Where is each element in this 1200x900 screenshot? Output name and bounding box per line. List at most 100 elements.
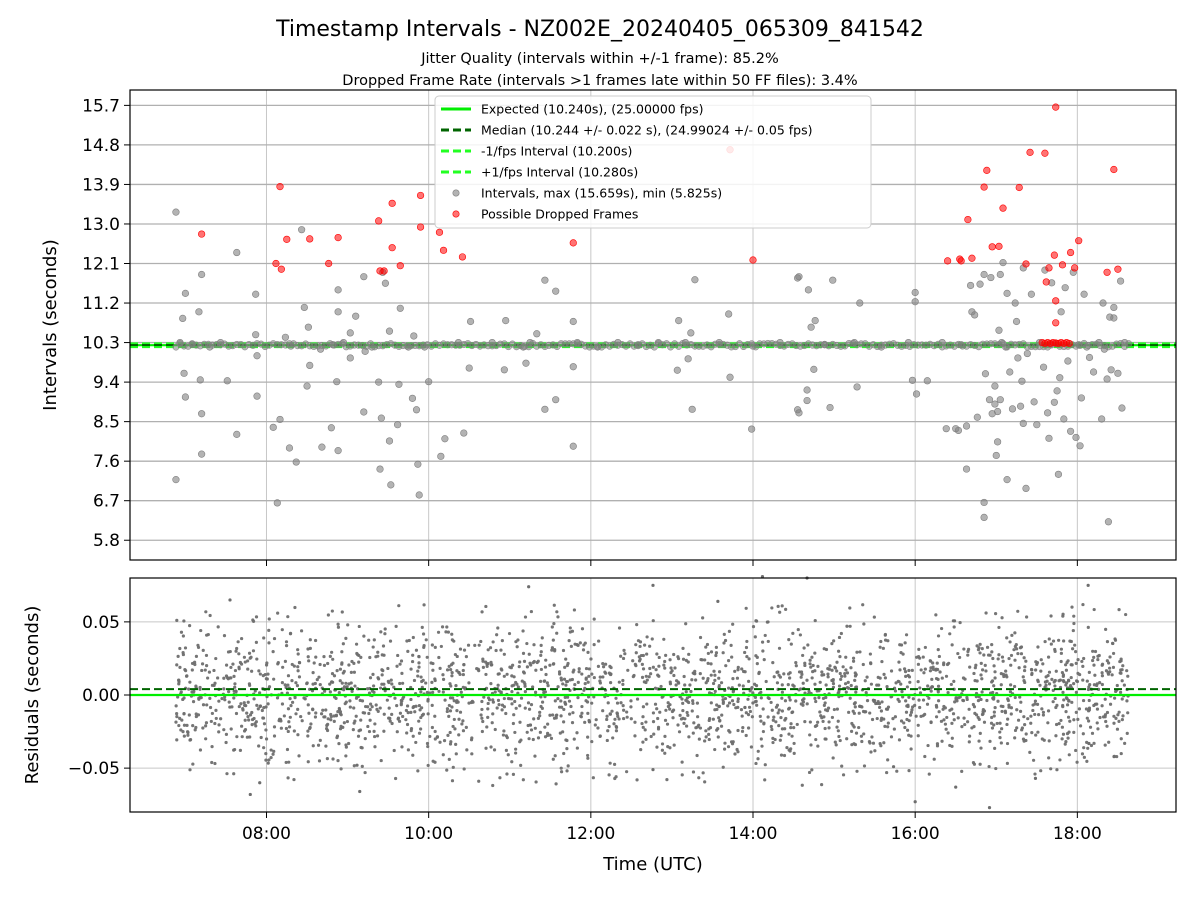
residual-point [803,691,807,695]
residual-point [713,678,717,682]
residual-point [1116,713,1120,717]
residual-point [372,684,376,688]
residual-point [251,649,256,653]
residual-point [759,737,763,741]
residual-point [862,764,867,768]
residual-point [264,677,268,681]
residual-point [1111,641,1115,645]
residual-point [267,641,271,645]
residual-point [709,673,713,677]
residual-point [801,653,805,658]
residual-point [449,740,453,744]
residual-point [424,681,428,685]
residual-point [397,604,401,608]
residual-point [430,725,434,730]
residual-point [1047,670,1052,674]
residual-point [240,724,244,728]
interval-point [688,405,696,413]
residual-point [576,680,580,684]
residual-point [1112,714,1116,718]
residual-point [388,719,392,723]
residual-point [311,671,315,675]
residual-point [328,690,332,694]
residual-point [532,659,536,664]
residual-point [836,649,841,653]
residual-point [1036,645,1040,649]
dropped-frame-point [283,235,291,243]
dropped-frame-point [388,244,396,252]
residual-point [290,700,295,704]
residual-point [676,680,680,684]
residual-point [659,684,663,689]
interval-point [360,408,368,416]
residual-point [784,607,788,611]
residual-point [790,734,794,738]
residual-point [329,712,333,717]
residual-point [763,763,767,767]
residual-point [1074,661,1078,666]
residual-point [644,674,648,678]
residual-point [197,696,201,700]
residual-point [246,659,250,663]
interval-point [377,414,385,422]
residual-point [380,682,384,686]
residual-point [707,732,711,736]
residual-point [556,697,560,701]
residual-point [657,655,661,660]
residual-point [1039,769,1043,773]
residual-point [568,712,572,716]
residual-point [604,662,608,666]
residual-point [799,675,803,679]
residual-point [550,646,554,650]
residual-point [883,633,887,637]
residual-point [479,639,483,644]
residual-point [651,583,655,587]
residual-point [759,719,763,723]
dropped-frame-point [749,256,757,264]
residual-point [576,696,580,700]
residual-point [322,715,326,719]
residual-point [840,764,844,768]
interval-point [334,286,342,294]
residual-point [1062,698,1066,702]
residual-point [359,745,363,750]
residual-point [868,741,872,745]
residual-point [704,729,708,733]
residual-point [886,725,890,729]
residual-point [445,709,449,714]
residual-point [883,724,887,728]
interval-point [911,298,919,306]
residual-point [174,704,178,708]
residual-point [698,672,702,676]
dropped-frame-point [396,262,404,270]
residual-point [1023,723,1027,727]
legend-intervals-swatch [452,189,460,197]
residual-point [805,678,809,682]
residual-point [480,707,484,712]
residual-point [204,610,208,614]
residual-point [962,716,966,720]
dropped-frame-point [416,223,425,231]
residual-point [422,645,426,649]
residual-point [766,639,770,644]
residual-point [1054,734,1058,738]
residual-point [534,668,538,672]
residual-point [217,699,221,703]
residual-point [181,634,185,638]
residual-point [406,711,410,715]
residual-point [916,680,920,684]
residual-point [182,711,186,716]
residual-point [540,700,545,704]
residual-point [254,615,259,619]
interval-point [1022,484,1030,493]
residual-point [907,719,911,723]
residual-point [621,656,626,661]
residual-point [256,707,260,711]
interval-point [502,317,510,325]
residual-point [621,682,625,686]
residual-point [283,659,287,663]
residual-point [521,629,525,633]
residual-point [337,706,341,711]
residual-point [783,699,788,703]
residual-point [222,633,227,638]
